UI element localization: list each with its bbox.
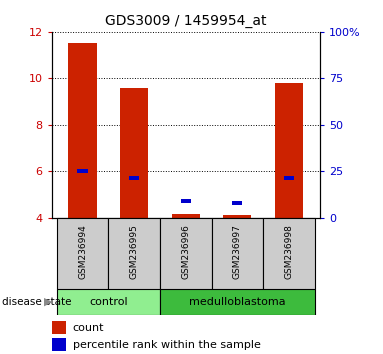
Bar xyxy=(263,218,315,289)
Text: ▶: ▶ xyxy=(44,297,52,307)
Bar xyxy=(160,289,315,315)
Bar xyxy=(52,321,66,334)
Text: GSM236994: GSM236994 xyxy=(78,224,87,279)
Text: medulloblastoma: medulloblastoma xyxy=(189,297,286,307)
Text: percentile rank within the sample: percentile rank within the sample xyxy=(73,340,261,350)
Text: control: control xyxy=(89,297,128,307)
Bar xyxy=(160,218,211,289)
Bar xyxy=(57,289,160,315)
Text: GSM236995: GSM236995 xyxy=(130,224,139,279)
Bar xyxy=(69,44,97,218)
Bar xyxy=(52,338,66,350)
Text: GSM236998: GSM236998 xyxy=(284,224,293,279)
Text: count: count xyxy=(73,323,104,333)
Bar xyxy=(211,218,263,289)
Text: disease state: disease state xyxy=(2,297,71,307)
Bar xyxy=(181,199,191,203)
Title: GDS3009 / 1459954_at: GDS3009 / 1459954_at xyxy=(105,14,267,28)
Bar xyxy=(129,176,139,180)
Bar xyxy=(223,215,252,218)
Bar xyxy=(284,176,294,180)
Bar xyxy=(57,218,108,289)
Bar xyxy=(275,83,303,218)
Bar xyxy=(232,201,242,205)
Text: GSM236997: GSM236997 xyxy=(233,224,242,279)
Bar xyxy=(108,218,160,289)
Bar xyxy=(120,88,148,218)
Text: GSM236996: GSM236996 xyxy=(181,224,190,279)
Bar xyxy=(172,214,200,218)
Bar xyxy=(77,169,88,173)
